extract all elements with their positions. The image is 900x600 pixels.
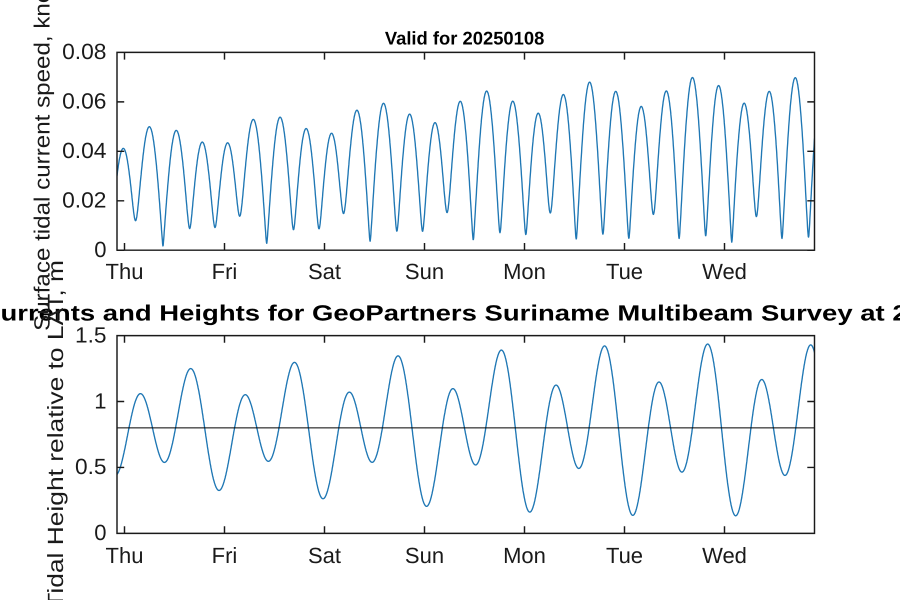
svg-text:1.5: 1.5	[75, 322, 107, 347]
svg-text:Valid for 20250108: Valid for 20250108	[385, 27, 545, 48]
svg-text:0: 0	[94, 520, 106, 545]
svg-text:Surface tidal current speed, k: Surface tidal current speed, knots	[30, 0, 55, 331]
svg-text:1: 1	[94, 388, 106, 413]
svg-text:Mon: Mon	[503, 259, 546, 284]
svg-text:Tue: Tue	[606, 543, 643, 568]
svg-text:Sat: Sat	[308, 543, 341, 568]
svg-text:Wed: Wed	[702, 259, 747, 284]
svg-text:Tidal Height relative to LAT,: Tidal Height relative to LAT, m	[43, 260, 68, 600]
svg-text:Sun: Sun	[405, 259, 444, 284]
svg-text:Sat: Sat	[308, 259, 341, 284]
svg-text:Tue: Tue	[606, 259, 643, 284]
svg-text:Mon: Mon	[503, 543, 546, 568]
svg-text:0: 0	[94, 237, 106, 262]
svg-text:0.02: 0.02	[62, 188, 106, 213]
svg-text:Fri: Fri	[212, 259, 238, 284]
svg-text:Wed: Wed	[702, 543, 747, 568]
svg-text:Thu: Thu	[106, 259, 144, 284]
svg-text:Fri: Fri	[212, 543, 238, 568]
svg-text:0.04: 0.04	[62, 138, 106, 163]
svg-text:Sun: Sun	[405, 543, 444, 568]
svg-text:0.5: 0.5	[75, 454, 107, 479]
svg-text:0.06: 0.06	[62, 89, 106, 114]
svg-text:Thu: Thu	[106, 543, 144, 568]
svg-text:Currents and Heights for GeoPa: Currents and Heights for GeoPartners Sur…	[0, 301, 900, 326]
svg-text:0.08: 0.08	[62, 39, 106, 64]
